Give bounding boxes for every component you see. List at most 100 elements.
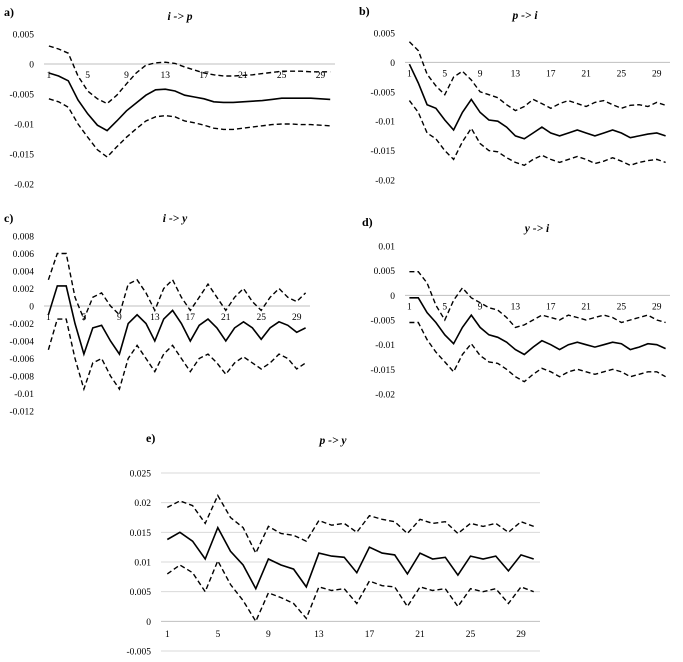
y-tick-label: 0.005: [374, 267, 396, 277]
y-tick-label: -0.02: [14, 181, 34, 191]
confidence-band-upper: [166, 493, 534, 555]
irf-line: [409, 296, 666, 356]
panel-label: b): [359, 4, 370, 18]
x-tick-label: 13: [150, 313, 160, 323]
y-tick-label: 0.006: [13, 250, 35, 260]
y-tick-label: -0.01: [14, 121, 34, 131]
panel-2: 0.005 0 -0.005 -0.01 -0.015 -0.02 1 5 9 13 17 21 25 2…: [359, 4, 670, 187]
x-tick-label: 29: [316, 71, 326, 81]
y-tick-label: -0.006: [9, 355, 34, 365]
x-tick-label: 5: [442, 302, 447, 312]
y-tick-label: -0.015: [370, 366, 395, 376]
x-tick-label: 1: [407, 69, 412, 79]
y-tick-label: -0.012: [9, 408, 34, 418]
x-tick-label: 9: [266, 630, 271, 640]
x-tick-label: 29: [652, 302, 662, 312]
irf-line: [166, 525, 534, 591]
x-tick-label: 21: [221, 313, 231, 323]
y-tick-label: 0.005: [130, 588, 152, 598]
y-tick-label: 0.025: [130, 470, 152, 480]
y-tick-label: -0.008: [9, 373, 34, 383]
confidence-band-upper: [47, 252, 307, 321]
panel-title: y -> i: [523, 223, 550, 235]
y-tick-label: -0.005: [370, 88, 395, 98]
x-tick-label: 29: [516, 630, 526, 640]
x-tick-label: 1: [165, 630, 170, 640]
panel-label: d): [362, 215, 373, 229]
y-tick-label: -0.01: [14, 390, 34, 400]
x-tick-label: 13: [314, 630, 324, 640]
x-tick-label: 9: [124, 71, 129, 81]
confidence-band-lower: [408, 100, 666, 167]
y-tick-label: 0: [390, 292, 395, 302]
y-tick-label: 0.005: [13, 31, 35, 41]
x-tick-label: 25: [256, 313, 266, 323]
x-tick-label: 9: [478, 302, 483, 312]
confidence-band-lower: [166, 559, 534, 623]
y-tick-label: 0: [390, 59, 395, 69]
x-tick-label: 25: [617, 302, 627, 312]
y-tick-label: 0: [29, 303, 34, 313]
x-tick-label: 5: [85, 71, 90, 81]
x-tick-label: 25: [277, 71, 287, 81]
panel-title: p -> i: [511, 10, 538, 22]
panel-title: i -> p: [167, 11, 192, 23]
x-tick-label: 1: [46, 313, 51, 323]
y-tick-label: -0.02: [375, 391, 395, 401]
confidence-band-upper: [409, 271, 666, 329]
panel-title: p -> y: [319, 435, 348, 447]
panel-4: 0.01 0.005 0 -0.005 -0.01 -0.015 -0.02 1 5 9 13 17 2…: [362, 215, 670, 401]
y-tick-label: 0.015: [130, 529, 152, 539]
x-tick-label: 21: [581, 302, 591, 312]
confidence-band-lower: [409, 321, 666, 383]
y-tick-label: -0.005: [370, 317, 395, 327]
x-tick-label: 9: [478, 69, 483, 79]
y-tick-label: 0.002: [13, 285, 35, 295]
x-tick-label: 1: [46, 71, 51, 81]
y-tick-label: 0.005: [374, 30, 396, 40]
confidence-band-lower: [47, 318, 306, 392]
x-tick-label: 17: [365, 630, 375, 640]
y-tick-label: -0.005: [126, 648, 151, 658]
x-tick-label: 13: [511, 302, 521, 312]
y-tick-label: 0.004: [13, 268, 35, 278]
panel-label: a): [4, 5, 14, 19]
y-tick-label: 0: [29, 61, 34, 71]
panel-label: c): [4, 211, 13, 225]
x-tick-label: 17: [546, 69, 556, 79]
x-tick-label: 9: [117, 313, 122, 323]
y-tick-label: -0.01: [375, 341, 395, 351]
y-tick-label: -0.015: [370, 147, 395, 157]
x-tick-label: 17: [186, 313, 196, 323]
x-tick-label: 29: [652, 69, 662, 79]
x-tick-label: 13: [511, 69, 521, 79]
x-tick-label: 13: [161, 71, 171, 81]
y-tick-label: 0.01: [378, 243, 395, 253]
panel-3: 0.008 0.006 0.004 0.002 0 -0.002 -0.004 -0.006 -…: [4, 211, 310, 418]
x-tick-label: 17: [546, 302, 556, 312]
confidence-band-lower: [48, 98, 331, 158]
y-tick-label: -0.01: [375, 118, 395, 128]
y-tick-label: -0.02: [375, 177, 395, 187]
y-tick-label: -0.004: [9, 338, 34, 348]
x-tick-label: 1: [407, 302, 412, 312]
x-tick-label: 17: [199, 71, 209, 81]
x-tick-label: 25: [617, 69, 627, 79]
y-tick-label: 0.02: [134, 499, 151, 509]
panel-5: 0.025 0.02 0.015 0.01 0.005 0 -0.005 1 5 9 13 17 21 2…: [126, 431, 540, 658]
x-tick-label: 21: [581, 69, 591, 79]
x-tick-label: 5: [215, 630, 220, 640]
irf-line: [47, 285, 306, 357]
irf-line: [48, 72, 331, 132]
y-tick-label: 0.01: [134, 559, 151, 569]
x-tick-label: 5: [442, 69, 447, 79]
y-tick-label: 0.008: [13, 233, 35, 243]
x-tick-label: 25: [466, 630, 476, 640]
y-tick-label: 0: [146, 618, 151, 628]
x-tick-label: 29: [292, 313, 302, 323]
confidence-band-upper: [408, 41, 666, 112]
x-tick-label: 21: [415, 630, 425, 640]
y-tick-label: -0.002: [9, 320, 34, 330]
